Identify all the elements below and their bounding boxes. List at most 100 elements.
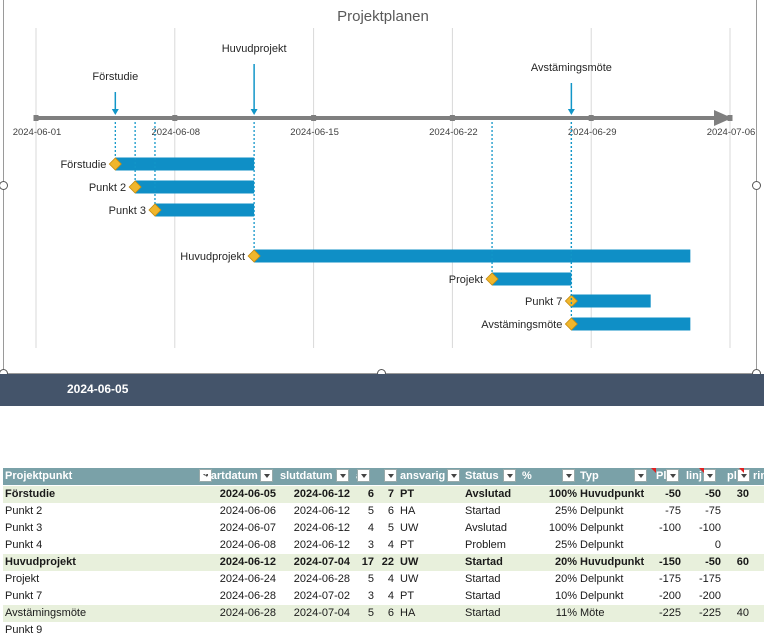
table-cell[interactable]: 2024-06-08 bbox=[219, 539, 276, 551]
table-cell[interactable]: Punkt 9 bbox=[5, 624, 43, 636]
table-cell[interactable]: HA bbox=[400, 607, 416, 619]
table-cell[interactable]: -75 bbox=[665, 505, 681, 517]
table-cell[interactable]: 2024-07-04 bbox=[293, 556, 350, 568]
table-cell[interactable]: 6 bbox=[367, 488, 374, 500]
table-cell[interactable] bbox=[727, 622, 749, 639]
table-cell[interactable]: -50 bbox=[665, 488, 681, 500]
table-cell[interactable]: 30 bbox=[736, 488, 749, 500]
table-cell[interactable]: Delpunkt bbox=[580, 522, 624, 534]
table-cell[interactable]: PT bbox=[400, 539, 415, 551]
table-cell[interactable]: 5 bbox=[367, 607, 374, 619]
filter-dropdown-icon[interactable] bbox=[562, 469, 575, 482]
table-cell[interactable] bbox=[284, 622, 350, 639]
table-cell[interactable]: Punkt 4 bbox=[5, 539, 43, 551]
filter-dropdown-icon[interactable] bbox=[199, 469, 212, 482]
table-cell[interactable]: 100% bbox=[548, 522, 577, 534]
table-cell[interactable]: 3 bbox=[367, 539, 374, 551]
table-cell[interactable]: 22 bbox=[381, 556, 394, 568]
table-cell[interactable] bbox=[651, 537, 681, 554]
table-cell[interactable] bbox=[727, 588, 749, 605]
table-cell[interactable]: -50 bbox=[705, 556, 721, 568]
table-row[interactable]: Huvudprojekt 2024-06-12 2024-07-04 17 22 UW St… bbox=[3, 554, 764, 571]
table-cell[interactable]: -175 bbox=[658, 573, 681, 585]
table-cell[interactable] bbox=[651, 622, 681, 639]
table-row[interactable]: Punkt 3 2024-06-07 2024-06-12 4 5 UW Avslutad 1… bbox=[3, 520, 764, 537]
table-row[interactable]: Avstämingsmöte 2024-06-28 2024-07-04 5 6 HA St… bbox=[3, 605, 764, 622]
table-row[interactable]: Punkt 7 2024-06-28 2024-07-02 3 4 PT Startad 10… bbox=[3, 588, 764, 605]
table-cell[interactable]: 2024-06-06 bbox=[219, 505, 276, 517]
table-cell[interactable]: 11% bbox=[555, 607, 577, 619]
table-cell[interactable]: Huvudpunkt bbox=[580, 488, 645, 500]
table-cell[interactable]: PT bbox=[400, 590, 415, 602]
table-cell[interactable]: Problem bbox=[465, 539, 506, 551]
gantt-chart[interactable]: Projektplanen 2024-06-01 2024-06-08 2024-06… bbox=[3, 0, 757, 374]
table-cell[interactable]: 60 bbox=[736, 556, 749, 568]
table-cell[interactable]: -200 bbox=[658, 590, 681, 602]
table-cell[interactable]: -175 bbox=[698, 573, 721, 585]
table-cell[interactable]: -200 bbox=[698, 590, 721, 602]
table-cell[interactable]: PT bbox=[400, 488, 415, 500]
table-cell[interactable]: 10% bbox=[554, 590, 577, 602]
table-cell[interactable]: 20% bbox=[554, 573, 577, 585]
filter-dropdown-icon[interactable] bbox=[336, 469, 349, 482]
table-cell[interactable]: Huvudprojekt bbox=[5, 556, 76, 568]
table-cell[interactable]: 2024-06-12 bbox=[293, 505, 350, 517]
table-cell[interactable]: 2024-06-05 bbox=[219, 488, 276, 500]
table-cell[interactable] bbox=[378, 622, 394, 639]
table-cell[interactable]: Avslutad bbox=[465, 522, 507, 534]
table-cell[interactable] bbox=[580, 622, 646, 639]
table-cell[interactable]: UW bbox=[400, 556, 419, 568]
table-cell[interactable]: Delpunkt bbox=[580, 573, 624, 585]
table-cell[interactable]: Punkt 2 bbox=[5, 505, 43, 517]
filter-dropdown-icon[interactable] bbox=[634, 469, 647, 482]
table-cell[interactable]: -50 bbox=[705, 488, 721, 500]
table-cell[interactable]: -75 bbox=[705, 505, 721, 517]
table-cell[interactable]: UW bbox=[400, 522, 419, 534]
table-cell[interactable] bbox=[400, 622, 440, 639]
table-cell[interactable]: -100 bbox=[698, 522, 721, 534]
table-cell[interactable]: 6 bbox=[387, 505, 394, 517]
table-cell[interactable]: 2024-06-24 bbox=[219, 573, 276, 585]
table-cell[interactable]: 25% bbox=[554, 505, 577, 517]
table-cell[interactable] bbox=[360, 622, 374, 639]
table-cell[interactable]: Delpunkt bbox=[580, 590, 624, 602]
table-cell[interactable]: 2024-06-12 bbox=[293, 522, 350, 534]
table-row[interactable]: Punkt 9 bbox=[3, 622, 764, 639]
table-cell[interactable]: Delpunkt bbox=[580, 505, 624, 517]
table-cell[interactable]: Möte bbox=[580, 607, 605, 619]
table-cell[interactable]: Avstämingsmöte bbox=[5, 607, 87, 619]
table-cell[interactable]: Startad bbox=[465, 607, 501, 619]
table-row[interactable]: Punkt 2 2024-06-06 2024-06-12 5 6 HA Startad 25… bbox=[3, 503, 764, 520]
table-cell[interactable] bbox=[727, 520, 749, 537]
table-cell[interactable]: Delpunkt bbox=[580, 539, 624, 551]
filter-dropdown-icon[interactable] bbox=[260, 469, 273, 482]
filter-dropdown-icon[interactable] bbox=[703, 469, 716, 482]
resize-handle-right[interactable] bbox=[752, 181, 761, 190]
table-cell[interactable] bbox=[727, 537, 749, 554]
table-cell[interactable] bbox=[465, 622, 515, 639]
table-cell[interactable]: 25% bbox=[554, 539, 577, 551]
table-cell[interactable] bbox=[686, 622, 721, 639]
filter-dropdown-icon[interactable] bbox=[384, 469, 397, 482]
table-cell[interactable]: Startad bbox=[465, 573, 501, 585]
table-cell[interactable]: Punkt 3 bbox=[5, 522, 43, 534]
table-cell[interactable] bbox=[539, 622, 577, 639]
table-cell[interactable]: 40 bbox=[736, 607, 749, 619]
table-cell[interactable] bbox=[727, 571, 749, 588]
table-cell[interactable]: 2024-06-12 bbox=[293, 539, 350, 551]
table-cell[interactable]: 100% bbox=[548, 488, 577, 500]
table-cell[interactable]: Projekt bbox=[5, 573, 40, 585]
table-cell[interactable]: Startad bbox=[465, 505, 501, 517]
table-cell[interactable]: 20% bbox=[554, 556, 577, 568]
table-row[interactable]: Förstudie 2024-06-05 2024-06-12 6 7 PT Avsluta… bbox=[3, 486, 764, 503]
table-row[interactable]: Projekt 2024-06-24 2024-06-28 5 4 UW Startad 20… bbox=[3, 571, 764, 588]
table-cell[interactable]: 2024-06-28 bbox=[293, 573, 350, 585]
table-cell[interactable]: Startad bbox=[465, 590, 501, 602]
table-cell[interactable] bbox=[727, 503, 749, 520]
table-cell[interactable]: 4 bbox=[387, 573, 394, 585]
table-cell[interactable]: Punkt 7 bbox=[5, 590, 43, 602]
table-cell[interactable]: 4 bbox=[387, 539, 394, 551]
table-cell[interactable]: 4 bbox=[387, 590, 394, 602]
table-cell[interactable]: 5 bbox=[387, 522, 394, 534]
table-cell[interactable]: 2024-06-07 bbox=[219, 522, 276, 534]
